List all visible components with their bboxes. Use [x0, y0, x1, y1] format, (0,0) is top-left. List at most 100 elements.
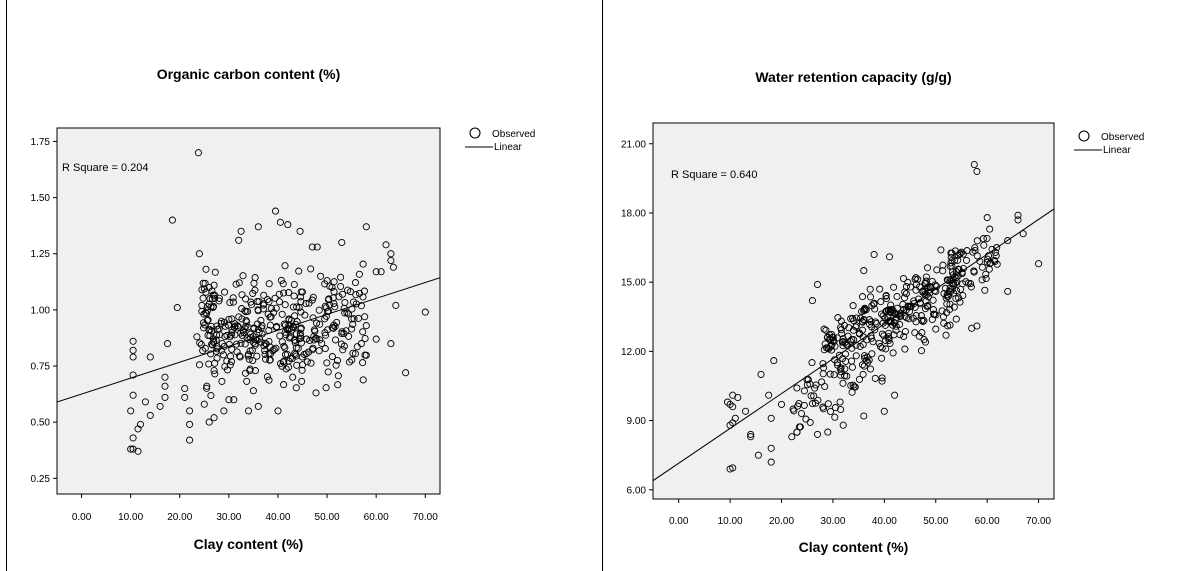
y-tick-label: 15.00: [621, 278, 646, 289]
data-point: [847, 381, 855, 390]
y-tick-label: 1.00: [31, 305, 51, 316]
y-tick-label: 1.25: [31, 249, 51, 260]
data-point: [203, 303, 211, 311]
data-point: [878, 354, 886, 362]
data-point: [800, 387, 808, 395]
data-point: [291, 336, 299, 344]
data-point: [950, 281, 958, 289]
data-point: [228, 345, 236, 353]
data-point: [929, 296, 937, 304]
data-point: [928, 277, 936, 285]
data-point: [293, 361, 301, 369]
data-point: [294, 344, 302, 352]
data-point: [265, 376, 273, 384]
data-point: [241, 307, 249, 315]
data-point: [864, 358, 872, 366]
data-point: [729, 403, 737, 411]
x-tick-label: 0.00: [72, 512, 92, 523]
data-point: [909, 314, 917, 322]
data-point: [349, 349, 357, 357]
data-point: [193, 333, 201, 341]
data-point: [878, 344, 886, 352]
data-point: [203, 384, 211, 392]
data-point: [275, 298, 284, 306]
data-point: [302, 299, 310, 308]
data-point: [223, 366, 232, 374]
data-point: [260, 291, 268, 299]
data-point: [211, 294, 219, 302]
data-point: [210, 366, 218, 375]
y-tick-label: 21.00: [621, 139, 646, 150]
data-point: [330, 288, 338, 296]
data-point: [235, 352, 244, 360]
data-point: [163, 340, 172, 348]
data-point: [290, 292, 298, 300]
data-point: [788, 433, 796, 441]
data-point: [349, 320, 357, 328]
data-point: [227, 358, 236, 366]
data-point: [270, 309, 278, 317]
data-point: [338, 238, 346, 247]
data-point: [866, 365, 875, 373]
data-point: [834, 314, 842, 322]
data-point: [315, 347, 323, 355]
data-point: [948, 279, 956, 287]
data-point: [146, 411, 154, 419]
data-point: [279, 280, 287, 288]
data-point: [161, 382, 169, 390]
data-point: [862, 306, 870, 314]
data-point: [392, 301, 400, 309]
data-point: [324, 296, 333, 304]
data-point: [211, 268, 219, 276]
data-point: [330, 278, 338, 286]
data-point: [200, 285, 208, 293]
data-point: [345, 358, 354, 366]
data-point: [210, 337, 218, 345]
data-point: [969, 248, 977, 256]
chart-title: Organic carbon content (%): [157, 66, 341, 82]
data-point: [973, 237, 981, 245]
data-point: [280, 342, 288, 350]
data-point: [765, 391, 773, 399]
data-point: [186, 420, 194, 428]
data-point: [813, 430, 822, 438]
data-point: [812, 381, 820, 389]
chart-organic-carbon: Organic carbon content (%) 0.25 0.50 0.75 1.…: [31, 66, 536, 552]
data-point: [284, 221, 292, 229]
x-tick-label: 70.00: [413, 512, 438, 523]
data-point: [959, 291, 967, 300]
data-point: [948, 256, 956, 265]
data-point: [944, 292, 952, 300]
frame-divider: [602, 0, 603, 571]
data-point: [262, 355, 270, 363]
data-point: [902, 282, 910, 291]
x-tick-label: 50.00: [315, 512, 340, 523]
data-point: [876, 343, 885, 351]
data-point: [236, 353, 244, 361]
data-point: [820, 325, 828, 333]
legend-observed-label: Observed: [1101, 132, 1144, 143]
data-point: [858, 326, 867, 334]
data-point: [877, 298, 885, 306]
data-point: [899, 274, 908, 283]
data-point: [272, 344, 280, 352]
data-point: [983, 234, 991, 242]
data-point: [882, 307, 891, 315]
data-point: [878, 377, 886, 385]
data-point: [345, 310, 353, 318]
data-point: [359, 293, 367, 301]
data-point: [932, 325, 940, 333]
data-point: [316, 320, 324, 328]
data-point: [219, 351, 227, 359]
data-point: [796, 423, 804, 431]
data-point: [173, 304, 181, 312]
data-point: [362, 322, 370, 330]
data-point: [205, 418, 213, 426]
data-point: [892, 326, 900, 334]
data-point: [186, 407, 194, 415]
data-point: [939, 267, 947, 275]
data-point: [146, 353, 154, 361]
data-point: [244, 407, 253, 415]
legend: Observed Linear: [1074, 130, 1144, 156]
data-point: [835, 351, 843, 359]
